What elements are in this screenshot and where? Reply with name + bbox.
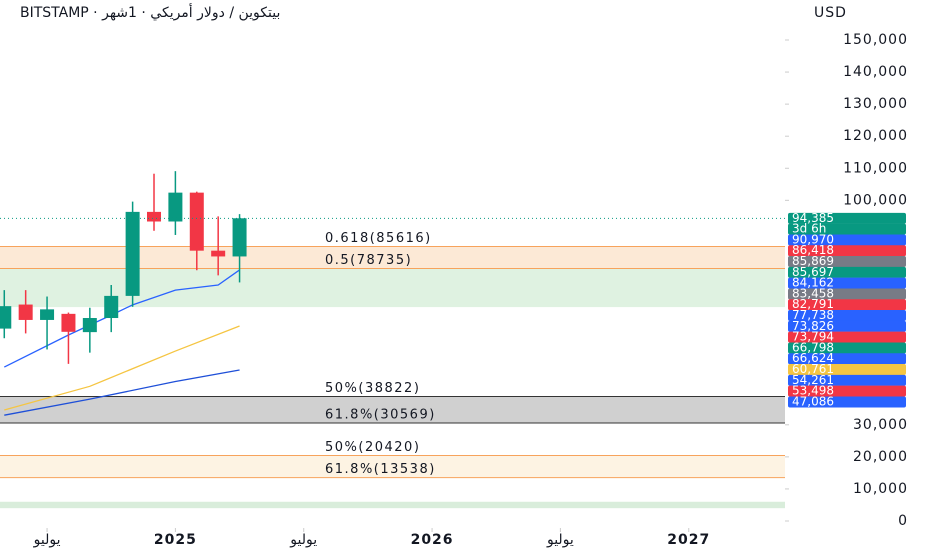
fib-label: 0.5(78735) (325, 253, 412, 268)
price-badge-label: 73,826 (792, 319, 834, 333)
price-badge (788, 234, 906, 246)
price-badge (788, 342, 906, 354)
fib-label: 50%(38822) (325, 381, 420, 396)
candle-body (232, 218, 247, 257)
fib-label: 61.8%(13538) (325, 462, 436, 477)
price-badge (788, 331, 906, 343)
price-badge (788, 385, 906, 397)
price-badge (788, 320, 906, 332)
currency: USD (814, 5, 847, 21)
x-tick-label: 2026 (411, 532, 454, 548)
candle-body (125, 211, 140, 296)
candle-body (104, 295, 119, 319)
candle-body (82, 318, 97, 333)
candle-body (40, 309, 55, 320)
x-tick-label: يوليو (289, 532, 317, 548)
price-badge (788, 277, 906, 289)
price-badge (788, 256, 906, 268)
price-badge (788, 299, 906, 311)
candle-body (0, 306, 12, 329)
price-badge-label: 84,162 (792, 276, 834, 290)
price-badge-label: 83,458 (792, 286, 834, 300)
fib-zone (0, 396, 785, 423)
price-badge-label: 90,970 (792, 232, 834, 246)
fib-zone (0, 455, 785, 478)
price-badge-label: 94,385 (792, 211, 834, 225)
y-tick-label: 10,000 (853, 481, 908, 497)
moving-average (4, 325, 240, 411)
price-badge-label: 3d 6h (792, 222, 826, 236)
candle-body (211, 250, 226, 257)
price-badge-label: 73,794 (792, 330, 834, 344)
price-badge-label: 66,624 (792, 351, 834, 365)
price-badge-label: 60,761 (792, 362, 834, 376)
candle-body (147, 211, 162, 222)
price-badge (788, 353, 906, 365)
fib-zone (0, 501, 785, 509)
y-tick-label: 0 (898, 513, 908, 529)
price-badge (788, 212, 906, 224)
y-tick-label: 120,000 (843, 128, 908, 144)
price-badge (788, 245, 906, 257)
price-badge (788, 310, 906, 322)
chart-title: BITSTAMP · بيتكوين / دولار أمريكي · 1شهر (20, 3, 280, 21)
x-tick-label: 2027 (667, 532, 710, 548)
fib-label: 50%(20420) (325, 440, 420, 455)
price-badge (788, 223, 906, 235)
price-badge-label: 53,498 (792, 384, 834, 398)
price-badge (788, 266, 906, 278)
y-tick-label: 100,000 (843, 192, 908, 208)
candle-body (18, 304, 33, 320)
candle-body (189, 192, 204, 251)
price-badge (788, 396, 906, 408)
price-badge-label: 86,418 (792, 243, 834, 257)
price-badge-label: 85,697 (792, 265, 834, 279)
y-tick-label: 20,000 (853, 449, 908, 465)
moving-average (4, 369, 240, 416)
price-badge-label: 47,086 (792, 394, 834, 408)
fib-label: 61.8%(30569) (325, 407, 436, 422)
fib-label: 0.618(85616) (325, 231, 432, 246)
x-tick-label: يوليو (33, 532, 61, 548)
y-tick-label: 140,000 (843, 64, 908, 80)
price-badge (788, 288, 906, 300)
price-badge-label: 77,738 (792, 308, 834, 322)
price-badge-label: 66,798 (792, 340, 834, 354)
x-tick-label: 2025 (154, 532, 197, 548)
y-tick-label: 150,000 (843, 32, 908, 48)
price-badge-label: 82,791 (792, 297, 834, 311)
y-tick-label: 30,000 (853, 417, 908, 433)
candle-body (61, 313, 76, 332)
candle-body (168, 192, 183, 222)
price-badge-label: 85,869 (792, 254, 834, 268)
price-badge-label: 54,261 (792, 373, 834, 387)
price-badge (788, 374, 906, 386)
y-tick-label: 110,000 (843, 160, 908, 176)
x-tick-label: يوليو (546, 532, 574, 548)
price-badge (788, 364, 906, 376)
y-tick-label: 130,000 (843, 96, 908, 112)
